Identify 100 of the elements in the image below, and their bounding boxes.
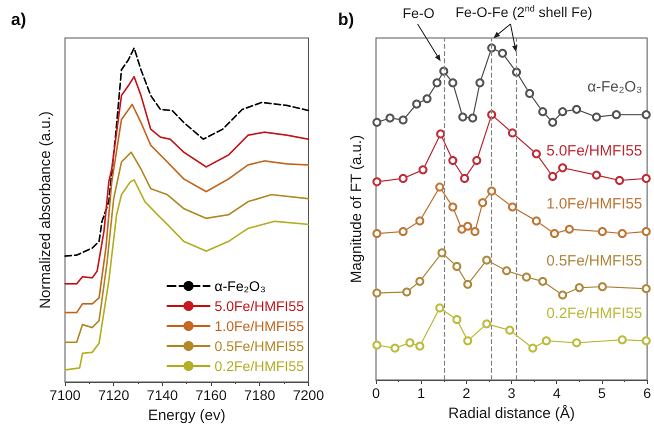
point <box>402 288 412 297</box>
point <box>642 284 651 294</box>
point <box>642 174 651 183</box>
point <box>482 319 492 328</box>
point <box>412 100 422 109</box>
point <box>470 227 480 236</box>
chart-title: a) <box>11 10 26 29</box>
point <box>505 326 514 335</box>
point <box>538 107 548 116</box>
legend-label: 0.5Fe/HMFI55 <box>214 338 304 354</box>
point <box>422 94 432 104</box>
point <box>372 177 382 186</box>
legend-label: 5.0Fe/HMFI55 <box>214 298 304 314</box>
point <box>574 283 584 292</box>
point <box>615 176 624 185</box>
point <box>538 276 548 286</box>
point <box>458 112 468 122</box>
series-label: α-Fe₂O₃ <box>587 78 642 96</box>
series-label: 1.0Fe/HMFI55 <box>546 196 642 213</box>
point <box>468 114 478 123</box>
point <box>398 227 408 236</box>
legend-label: 1.0Fe/HMFI55 <box>214 318 304 334</box>
point <box>642 110 651 120</box>
point <box>398 174 408 183</box>
series-label: 0.2Fe/HMFI55 <box>546 304 642 322</box>
point <box>598 227 607 236</box>
x-tick-label: 2 <box>462 385 470 401</box>
point <box>618 229 627 238</box>
point <box>436 129 446 138</box>
point <box>478 198 488 208</box>
point <box>463 280 472 289</box>
point <box>592 112 601 122</box>
point <box>460 174 470 183</box>
x-tick-label: 0 <box>372 385 380 401</box>
point <box>435 303 444 312</box>
x-tick-label: 7200 <box>292 387 324 403</box>
point <box>487 186 496 196</box>
point <box>435 182 444 192</box>
point <box>452 262 462 271</box>
point <box>592 170 601 180</box>
point <box>482 256 492 265</box>
point <box>415 276 424 286</box>
x-tick-label: 5 <box>598 385 606 401</box>
point <box>372 288 382 298</box>
point <box>418 165 428 174</box>
x-tick-label: 3 <box>508 385 516 401</box>
point <box>398 116 408 125</box>
point <box>502 266 512 276</box>
point <box>432 78 442 88</box>
point <box>437 248 446 258</box>
x-axis-title: Radial distance (Å) <box>448 404 575 422</box>
point <box>558 163 568 172</box>
point <box>532 149 541 158</box>
point <box>612 110 621 120</box>
point <box>558 107 568 116</box>
legend-label: 0.2Fe/HMFI55 <box>214 358 304 374</box>
point <box>572 338 582 348</box>
point <box>448 78 458 88</box>
point <box>508 202 517 212</box>
point <box>415 216 424 226</box>
point <box>405 338 414 348</box>
point <box>525 88 534 98</box>
point <box>548 118 558 127</box>
point <box>572 104 582 114</box>
point <box>475 78 484 88</box>
point <box>448 202 458 212</box>
point <box>472 156 482 166</box>
x-axis-title: Energy (ev) <box>148 407 226 424</box>
x-tick-label: 7120 <box>98 387 130 403</box>
point <box>528 344 538 353</box>
x-tick-label: 4 <box>552 385 561 401</box>
point <box>448 156 458 166</box>
legend-label: α-Fe₂O₃ <box>214 278 266 294</box>
point <box>372 340 382 350</box>
x-tick-label: 7180 <box>244 387 276 403</box>
point <box>498 48 508 58</box>
point <box>372 229 382 238</box>
x-tick-label: 7160 <box>195 387 227 403</box>
point <box>564 224 574 234</box>
point <box>508 128 517 138</box>
point <box>550 229 559 238</box>
point <box>532 216 541 226</box>
point <box>618 335 627 344</box>
point <box>463 222 472 231</box>
chart-title: b) <box>338 10 354 29</box>
point <box>415 342 424 351</box>
x-tick-label: 1 <box>417 385 426 401</box>
point <box>522 272 531 282</box>
point <box>548 172 558 181</box>
series-label: 5.0Fe/HMFI55 <box>546 142 642 160</box>
point <box>463 336 472 346</box>
x-tick-label: 6 <box>643 385 652 401</box>
y-axis-title: Normalized absorbance (a.u.) <box>37 111 54 309</box>
point <box>598 282 607 292</box>
x-tick-label: 7140 <box>146 387 178 403</box>
point <box>386 114 395 123</box>
point <box>642 336 651 346</box>
point <box>642 227 651 236</box>
annotation: Fe-O <box>402 5 435 21</box>
point <box>390 344 400 353</box>
